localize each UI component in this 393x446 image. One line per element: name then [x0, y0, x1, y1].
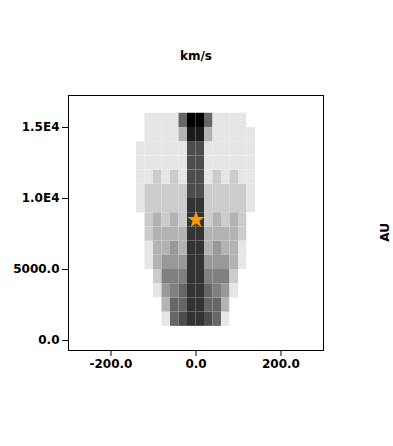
svg-text:1.0E4: 1.0E4 — [22, 191, 60, 205]
svg-text:0.0: 0.0 — [38, 333, 59, 347]
svg-text:-200.0: -200.0 — [90, 357, 133, 371]
svg-text:km/s: km/s — [180, 49, 212, 63]
svg-text:0.0: 0.0 — [185, 357, 206, 371]
svg-text:5000.0: 5000.0 — [13, 262, 59, 276]
svg-text:1.5E4: 1.5E4 — [22, 120, 60, 134]
svg-text:200.0: 200.0 — [262, 357, 300, 371]
svg-text:AU: AU — [378, 223, 392, 242]
